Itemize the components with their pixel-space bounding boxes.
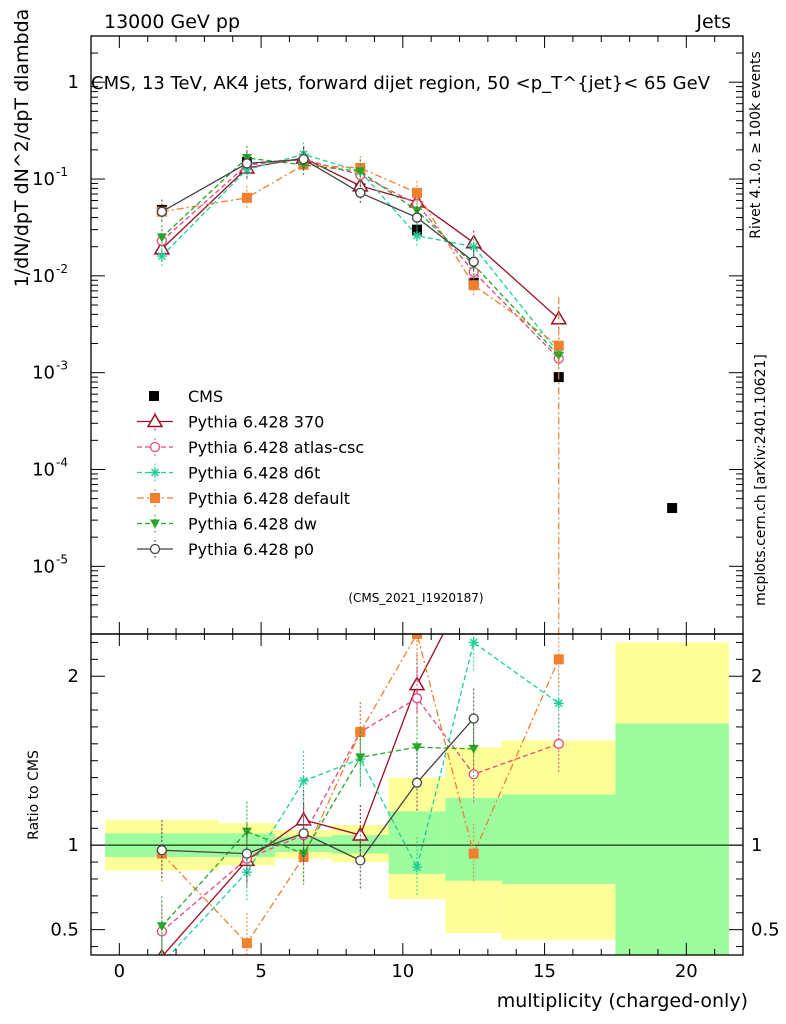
ytick-rat-label-right-0: 0.5: [751, 920, 780, 941]
ratio-point-p0-2: [298, 828, 309, 839]
header-left: 13000 GeV pp: [104, 11, 240, 33]
ytick-main-label-0: 1: [68, 72, 79, 93]
main-series-marks: [153, 142, 678, 634]
ytick-main-sup-1: -1: [56, 165, 68, 179]
legend-label-dw: Pythia 6.428 dw: [188, 515, 317, 534]
main-point-default-4: [412, 187, 422, 198]
main-point-d6t-0: [156, 251, 167, 262]
main-point-dw-0: [156, 233, 167, 243]
ratio-point-default-1: [241, 938, 252, 949]
ratio-point-d6t-2: [298, 775, 309, 786]
legend-label-atlas: Pythia 6.428 atlas-csc: [188, 438, 364, 457]
ratio-line-dw: [161, 746, 474, 927]
ytick-main-label-5: 10: [32, 556, 55, 577]
ytick-main-sup-2: -2: [56, 262, 68, 276]
ytick-main-sup-4: -4: [56, 455, 68, 469]
ytick-main-label-4: 10: [32, 459, 55, 480]
main-point-p0-4: [411, 212, 423, 223]
ytick-rat-label-left-1: 1: [68, 835, 79, 856]
ytick-rat-label-right-1: 1: [751, 835, 762, 856]
legend-label-default: Pythia 6.428 default: [188, 489, 350, 508]
ratio-point-dw-2: [298, 849, 309, 859]
ratio-point-default-4: [412, 634, 422, 639]
ytick-rat-label-left-0: 0.5: [50, 920, 79, 941]
main-ylabel: 1/dN/dpT dN^2/dpT dlambda: [11, 9, 33, 288]
ratio-ylabel: Ratio to CMS: [26, 750, 42, 840]
legend-marker-p370: [146, 413, 164, 428]
ytick-main-label-2: 10: [32, 266, 55, 287]
main-point-p0-3: [355, 187, 366, 198]
ratio-point-default-5: [468, 848, 479, 859]
rivet-label: Rivet 4.1.0, ≥ 100k events: [748, 51, 764, 239]
main-point-p0-0: [156, 206, 168, 217]
ytick-main-sup-3: -3: [56, 359, 68, 373]
ratio-point-d6t-5: [468, 637, 479, 648]
ratio-point-dw-5: [468, 744, 479, 754]
xtick-label-4: 20: [675, 961, 698, 982]
ratio-point-atlas-5: [468, 769, 479, 780]
main-point-dw-3: [355, 167, 366, 177]
ytick-main-label-1: 10: [32, 169, 55, 190]
ratio-point-atlas-4: [411, 693, 423, 704]
ratio-point-d6t-4: [412, 862, 422, 873]
main-point-default-1: [241, 192, 252, 203]
ratio-point-dw-3: [355, 753, 366, 763]
main-point-dw-6: [553, 351, 564, 361]
legend-label-cms: CMS: [188, 387, 223, 406]
xtick-label-1: 5: [255, 961, 266, 982]
main-point-default-5: [468, 280, 479, 291]
ratio-line-p370: [162, 634, 444, 955]
xtick-label-0: 0: [114, 961, 125, 982]
main-point-d6t-1: [241, 164, 252, 175]
band-inner-6: [502, 794, 616, 885]
ratio-line-p0: [161, 718, 475, 862]
main-point-d6t-5: [468, 241, 479, 252]
ratio-point-default-6: [553, 654, 564, 665]
legend-label-p370: Pythia 6.428 370: [188, 413, 324, 432]
legend-marker-cms: [149, 391, 159, 401]
mcplots-label: mcplots.cern.ch [arXiv:2401.10621]: [753, 354, 769, 606]
xtick-label-3: 15: [533, 961, 556, 982]
ratio-clip-group: [91, 634, 743, 955]
ratio-point-p0-4: [411, 777, 423, 788]
legend-marker-default: [150, 493, 160, 503]
legend-marker-atlas: [149, 441, 161, 453]
legend-marker-d6t: [150, 467, 160, 478]
ytick-main-sup-5: -5: [56, 552, 68, 566]
ratio-point-p0-3: [355, 855, 366, 866]
legend-label-p0: Pythia 6.428 p0: [188, 540, 314, 559]
main-point-p0-5: [468, 256, 479, 267]
ratio-point-d6t-6: [553, 698, 564, 709]
ratio-point-dw-4: [412, 743, 422, 753]
ytick-rat-label-right-2: 2: [751, 666, 762, 687]
ratio-point-p0-0: [156, 845, 168, 856]
main-title: CMS, 13 TeV, AK4 jets, forward dijet reg…: [91, 73, 711, 94]
main-line-p0: [161, 158, 475, 263]
ratio-point-atlas-6: [553, 738, 564, 749]
ytick-main-label-3: 10: [32, 363, 55, 384]
main-point-d6t-4: [412, 230, 422, 241]
ratio-point-p0-1: [241, 848, 253, 859]
ratio-point-dw-0: [156, 922, 167, 932]
header-right: Jets: [695, 11, 731, 33]
xtick-label-2: 10: [391, 961, 414, 982]
main-point-cms-7: [667, 503, 678, 514]
band-inner-5: [445, 797, 503, 881]
ratio-series-marks: [91, 634, 743, 955]
ratio-xlabel: multiplicity (charged-only): [497, 990, 748, 1012]
ytick-rat-label-left-2: 2: [68, 666, 79, 687]
main-point-p0-1: [241, 158, 253, 169]
ratio-point-p0-5: [468, 713, 479, 724]
legend-label-d6t: Pythia 6.428 d6t: [188, 464, 320, 483]
main-point-p0-2: [298, 154, 309, 165]
legend: CMS Pythia 6.428 370 Pythia 6.428 atlas-cs…: [137, 387, 364, 559]
legend-marker-p0: [149, 543, 161, 555]
analysis-watermark: (CMS_2021_I1920187): [348, 591, 483, 605]
legend-marker-dw: [150, 519, 160, 529]
band-inner-7: [615, 723, 729, 955]
main-clip-group: [153, 142, 678, 634]
